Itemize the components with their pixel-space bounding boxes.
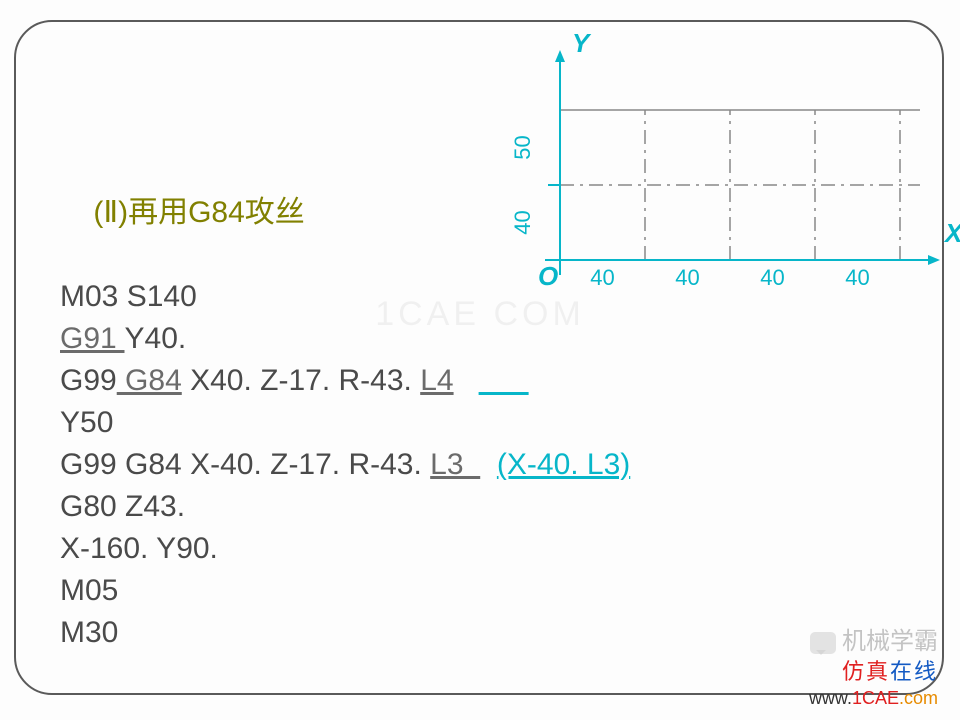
chat-icon xyxy=(810,632,836,654)
svg-text:Y: Y xyxy=(572,30,592,58)
svg-text:40: 40 xyxy=(845,265,869,290)
svg-text:40: 40 xyxy=(590,265,614,290)
code-line: Y50 xyxy=(60,402,630,444)
heading-rest: 再用G84攻丝 xyxy=(128,196,305,229)
code-segment: X40. Z-17. R-43. xyxy=(182,364,420,397)
svg-text:40: 40 xyxy=(510,210,535,234)
url-prefix: www. xyxy=(809,688,852,708)
code-line: G99 G84 X-40. Z-17. R-43. L3 (X-40. L3) xyxy=(60,444,630,486)
heading-roman: (Ⅱ) xyxy=(93,196,128,229)
code-segment: Y50 xyxy=(60,406,113,439)
code-line: M05 xyxy=(60,570,630,612)
code-segment: M03 S140 xyxy=(60,280,197,313)
code-line: M30 xyxy=(60,612,630,654)
code-line: G99 G84 X40. Z-17. R-43. L4 xyxy=(60,360,630,402)
svg-text:40: 40 xyxy=(760,265,784,290)
code-segment: Y40. xyxy=(125,322,187,355)
code-segment: M30 xyxy=(60,616,118,649)
brand-text: 机械学霸 xyxy=(842,629,938,655)
code-segment: (X-40. L3) xyxy=(497,448,630,481)
code-segment: X-160. Y90. xyxy=(60,532,218,565)
code-segment: G84 xyxy=(117,364,182,397)
code-segment: G99 xyxy=(60,364,117,397)
svg-text:50: 50 xyxy=(510,135,535,159)
code-line: G91 Y40. xyxy=(60,318,630,360)
code-segment: G91 xyxy=(60,322,125,355)
code-segment xyxy=(454,364,479,397)
code-segment xyxy=(480,448,497,481)
url-suffix: .com xyxy=(899,688,938,708)
simulation-watermark: 仿真在线 xyxy=(809,658,938,687)
wm-blue: 在线 xyxy=(890,659,938,684)
code-line: X-160. Y90. xyxy=(60,528,630,570)
code-segment xyxy=(479,364,529,397)
coordinate-diagram: X Y O 40 40 40 40 40 50 xyxy=(500,30,960,310)
brand-watermark: 机械学霸 xyxy=(809,627,938,658)
code-segment: M05 xyxy=(60,574,118,607)
code-segment: G80 Z43. xyxy=(60,490,185,523)
footer-watermarks: 机械学霸 仿真在线 www.1CAE.com xyxy=(809,627,938,710)
code-segment: L3 xyxy=(430,448,480,481)
svg-text:40: 40 xyxy=(675,265,699,290)
wm-red: 仿真 xyxy=(842,659,890,684)
code-segment: G99 G84 X-40. Z-17. R-43. xyxy=(60,448,430,481)
code-line: G80 Z43. xyxy=(60,486,630,528)
code-segment: L4 xyxy=(420,364,453,397)
url-watermark: www.1CAE.com xyxy=(809,687,938,710)
svg-text:X: X xyxy=(943,218,960,248)
url-main: 1CAE xyxy=(852,688,899,708)
svg-text:O: O xyxy=(538,261,558,291)
